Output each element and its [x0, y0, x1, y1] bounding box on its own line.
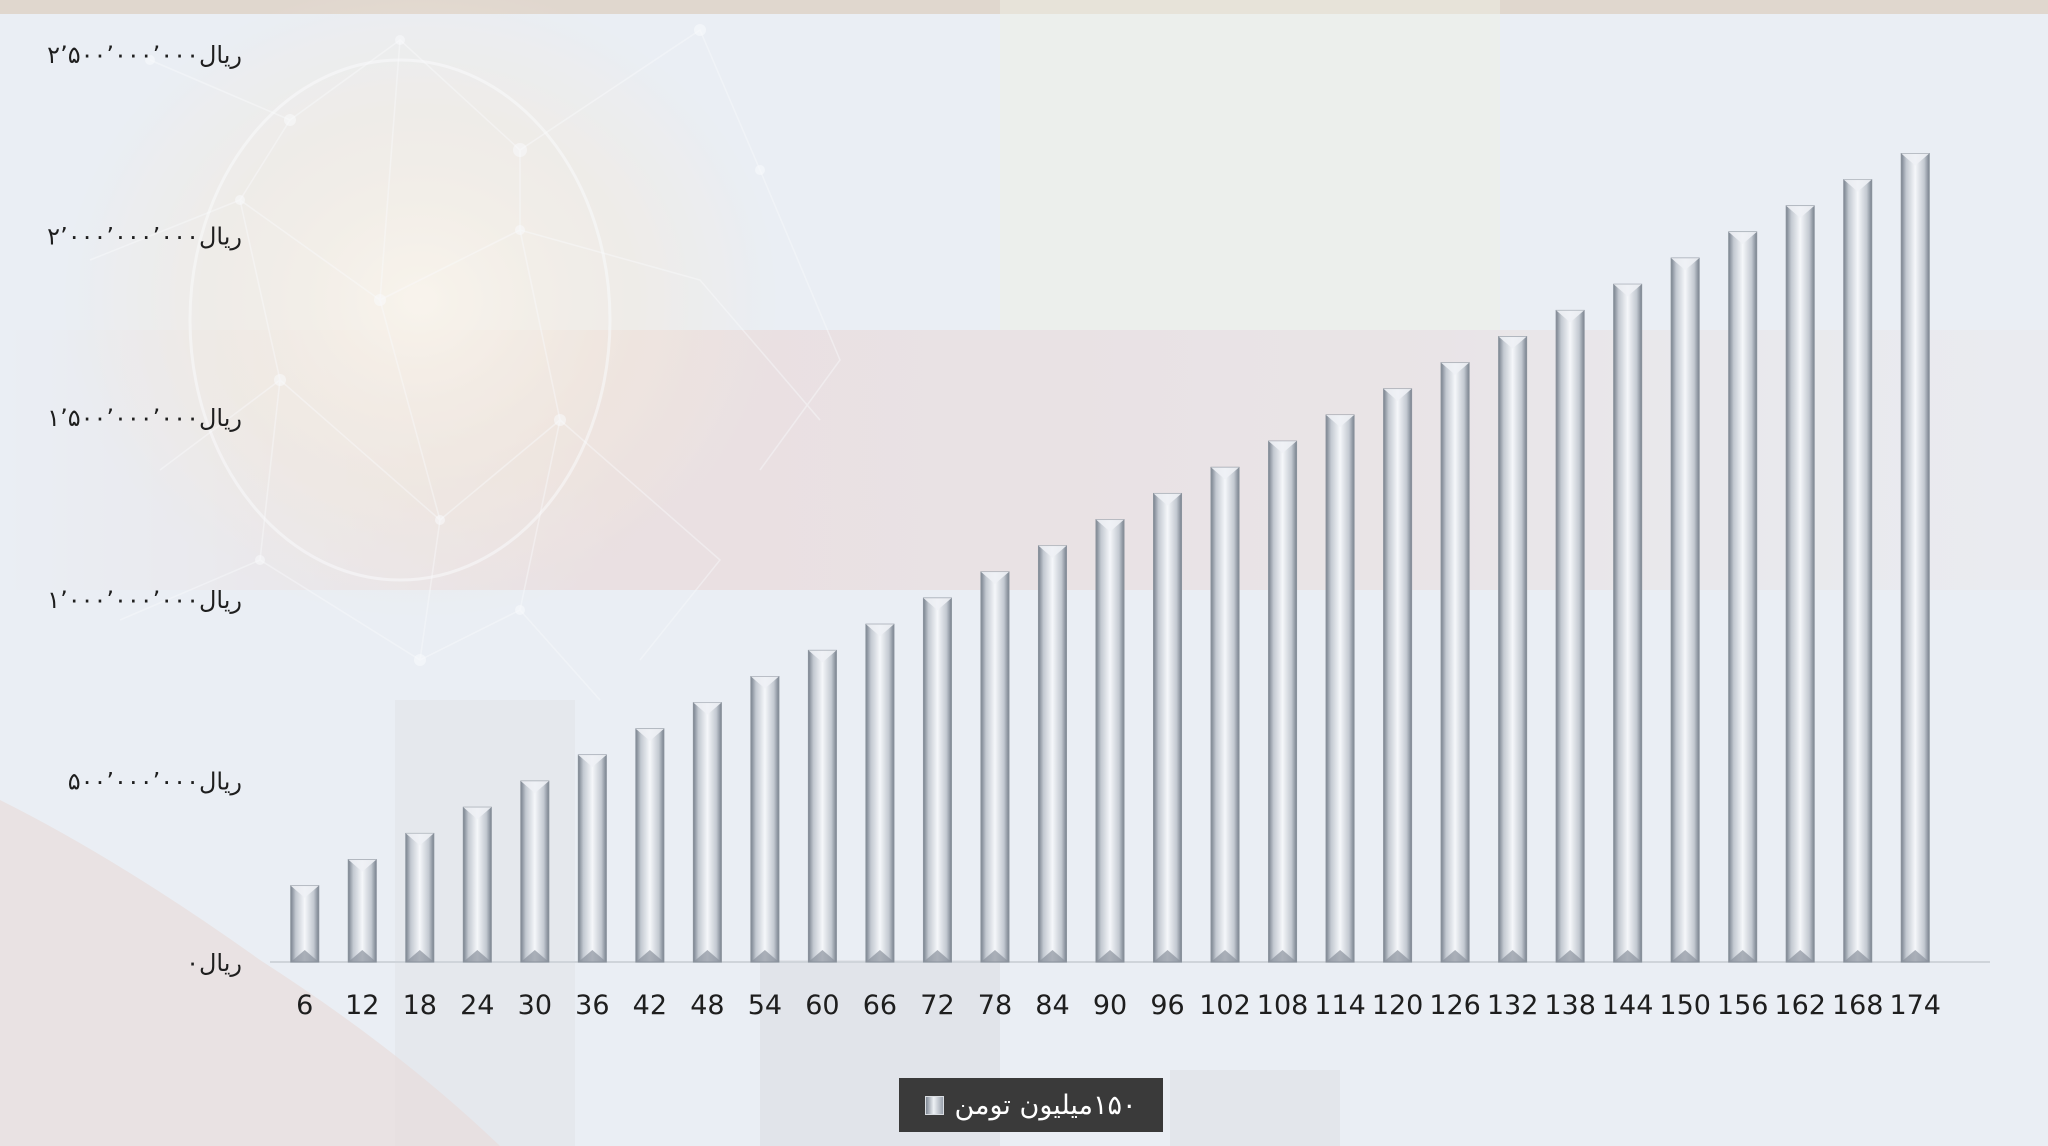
x-tick-label: 36 — [575, 990, 609, 1021]
x-tick-label: 126 — [1429, 990, 1481, 1021]
bar — [290, 885, 320, 963]
x-tick-label: 48 — [690, 990, 724, 1021]
bar — [1325, 414, 1355, 963]
bar — [1555, 309, 1585, 963]
bar — [1613, 283, 1643, 963]
x-tick-label: 66 — [863, 990, 897, 1021]
x-tick-label: 78 — [978, 990, 1012, 1021]
bar — [980, 571, 1010, 963]
bar — [1153, 492, 1183, 963]
x-tick-label: 156 — [1717, 990, 1769, 1021]
y-tick-label: ریال۵۰۰٬۰۰۰٬۰۰۰ — [68, 767, 242, 795]
bar — [1728, 231, 1758, 963]
bar — [1095, 519, 1125, 963]
bar — [520, 780, 550, 963]
x-tick-label: 138 — [1544, 990, 1596, 1021]
bar — [922, 597, 952, 963]
legend-label: ۱۵۰میلیون تومن — [954, 1089, 1137, 1121]
x-tick-label: 30 — [518, 990, 552, 1021]
x-tick-label: 54 — [748, 990, 782, 1021]
y-tick-label: ریال۱٬۵۰۰٬۰۰۰٬۰۰۰ — [47, 404, 242, 432]
bar — [750, 676, 780, 963]
x-tick-label: 24 — [460, 990, 494, 1021]
bar — [1268, 440, 1298, 963]
bar — [865, 623, 895, 963]
bar — [1498, 336, 1528, 963]
bar — [1383, 388, 1413, 963]
bar — [577, 754, 607, 963]
x-tick-label: 150 — [1659, 990, 1711, 1021]
legend: ۱۵۰میلیون تومن — [899, 1078, 1163, 1132]
legend-swatch — [925, 1095, 945, 1115]
bar — [1037, 545, 1067, 963]
x-tick-label: 12 — [345, 990, 379, 1021]
y-axis: ریال۰ ریال۵۰۰٬۰۰۰٬۰۰۰ ریال۱٬۰۰۰٬۰۰۰٬۰۰۰ ریا… — [47, 41, 242, 977]
x-tick-label: 162 — [1774, 990, 1826, 1021]
x-tick-label: 60 — [805, 990, 839, 1021]
x-tick-label: 72 — [920, 990, 954, 1021]
bar — [1900, 153, 1930, 963]
bar — [1670, 257, 1700, 963]
x-tick-label: 42 — [633, 990, 667, 1021]
bar — [1440, 362, 1470, 963]
x-tick-label: 120 — [1372, 990, 1424, 1021]
bar — [1843, 179, 1873, 963]
x-tick-label: 102 — [1199, 990, 1251, 1021]
x-tick-label: 174 — [1889, 990, 1941, 1021]
y-tick-label: ریال۲٬۰۰۰٬۰۰۰٬۰۰۰ — [47, 223, 242, 251]
y-tick-label: ریال۱٬۰۰۰٬۰۰۰٬۰۰۰ — [47, 586, 242, 614]
bar — [347, 859, 377, 963]
x-tick-label: 90 — [1093, 990, 1127, 1021]
x-tick-label: 168 — [1832, 990, 1884, 1021]
x-tick-label: 108 — [1257, 990, 1309, 1021]
y-tick-label: ریال۰ — [186, 949, 242, 977]
bars — [290, 153, 1930, 963]
x-tick-label: 114 — [1314, 990, 1366, 1021]
bar — [635, 728, 665, 963]
bar — [807, 649, 837, 963]
x-axis: 6 12 18 24 30 36 42 48 54 60 66 72 78 84 90 96 102 108 114… — [296, 990, 1941, 1021]
x-tick-label: 6 — [296, 990, 313, 1021]
x-tick-label: 132 — [1487, 990, 1539, 1021]
y-tick-label: ریال۲٬۵۰۰٬۰۰۰٬۰۰۰ — [47, 41, 242, 69]
x-tick-label: 84 — [1035, 990, 1069, 1021]
bar — [1210, 466, 1240, 963]
bar — [462, 806, 492, 963]
x-tick-label: 144 — [1602, 990, 1654, 1021]
bar — [1785, 205, 1815, 963]
x-tick-label: 18 — [403, 990, 437, 1021]
x-tick-label: 96 — [1150, 990, 1184, 1021]
bar — [692, 702, 722, 963]
bar — [405, 832, 435, 963]
